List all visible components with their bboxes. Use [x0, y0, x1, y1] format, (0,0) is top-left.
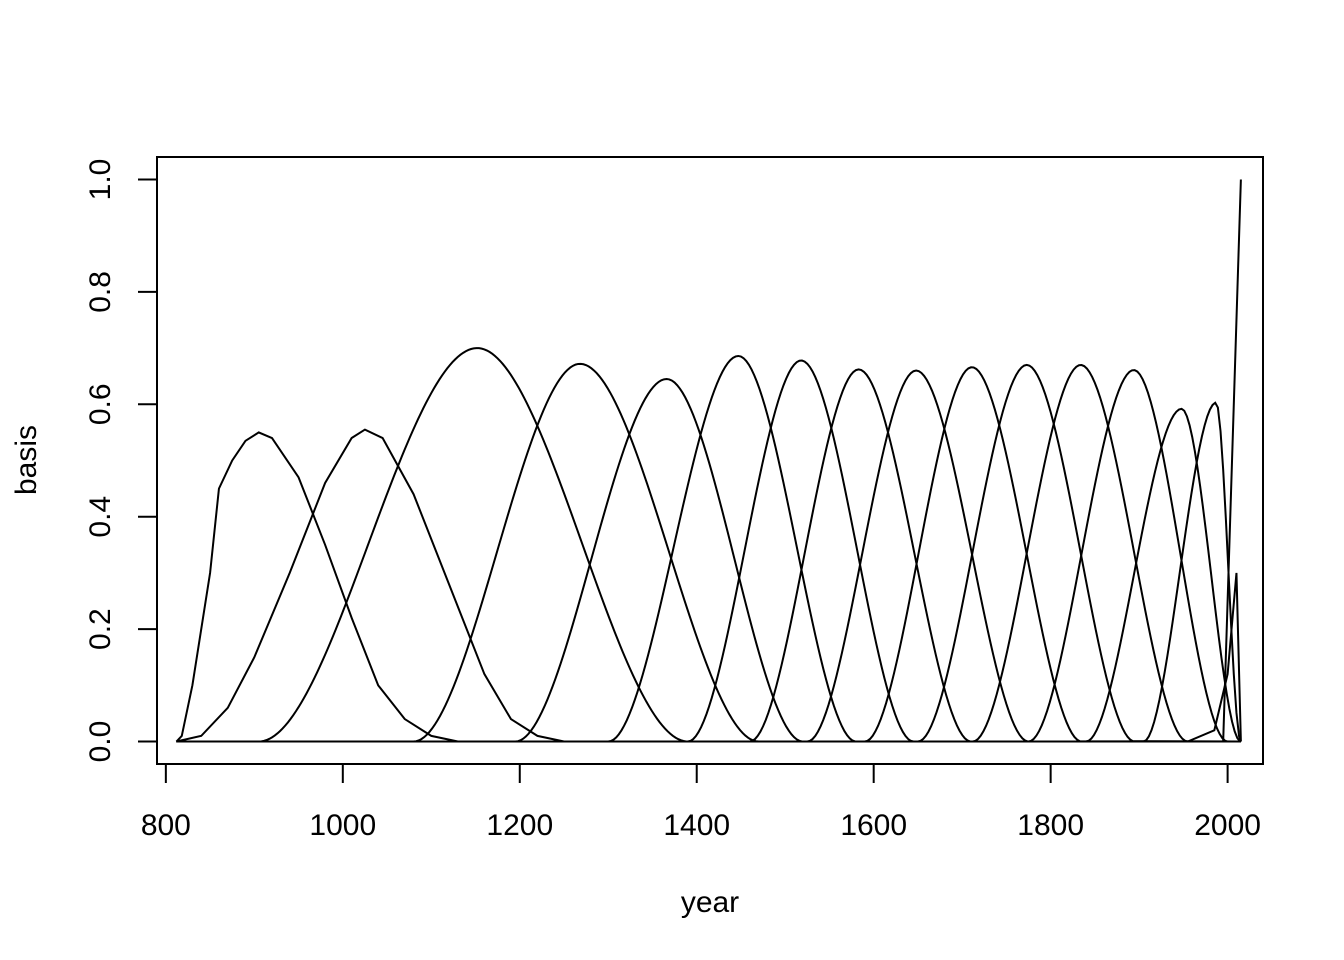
x-tick-label: 1200 [486, 809, 553, 842]
y-tick-label: 0.8 [84, 271, 117, 313]
y-tick-label: 0.0 [84, 721, 117, 763]
x-tick-label: 800 [141, 809, 191, 842]
y-axis-label: basis [10, 425, 43, 495]
x-tick-label: 1800 [1017, 809, 1084, 842]
x-tick-label: 1400 [663, 809, 730, 842]
basis-curve-10 [176, 366, 1241, 743]
y-axis: 0.0 0.2 0.4 0.6 0.8 1.0 [84, 159, 158, 763]
basis-curve-8 [176, 368, 1241, 743]
x-axis-label: year [681, 886, 739, 919]
basis-curve-16 [176, 572, 1242, 743]
basis-curve-13 [176, 369, 1241, 743]
basis-curve-5 [176, 377, 1241, 743]
basis-curves [175, 179, 1242, 743]
y-tick-label: 0.2 [84, 608, 117, 650]
basis-curve-1 [175, 431, 1241, 743]
basis-curve-6 [176, 354, 1241, 743]
y-tick-label: 0.4 [84, 496, 117, 538]
basis-curve-12 [176, 364, 1241, 743]
basis-curve-11 [176, 363, 1241, 743]
x-tick-label: 2000 [1194, 809, 1261, 842]
basis-curve-4 [176, 362, 1241, 743]
basis-curve-7 [176, 359, 1241, 743]
x-tick-label: 1600 [840, 809, 907, 842]
basis-curve-14 [176, 407, 1242, 743]
x-tick-label: 1000 [309, 809, 376, 842]
y-tick-label: 0.6 [84, 383, 117, 425]
basis-curve-15 [176, 401, 1242, 743]
x-axis: 800 1000 1200 1400 1600 1800 2000 [141, 763, 1261, 842]
basis-curve-3 [176, 347, 1241, 743]
basis-curve-2 [176, 428, 1241, 743]
y-tick-label: 1.0 [84, 159, 117, 201]
basis-curve-9 [176, 369, 1241, 743]
